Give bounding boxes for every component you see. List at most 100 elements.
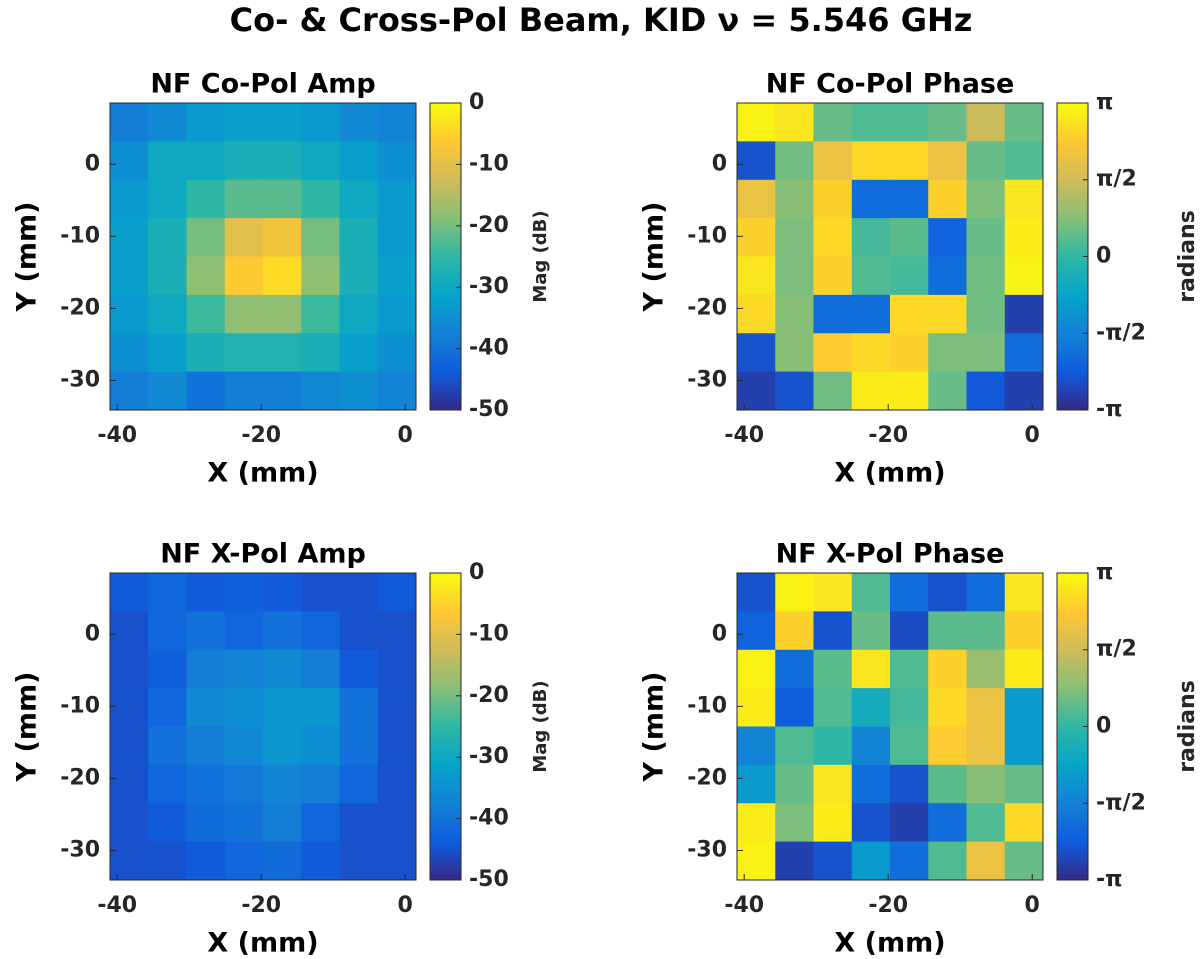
colorbar-swatch <box>1057 133 1088 140</box>
colorbar-swatch <box>1057 823 1088 830</box>
y-tick-label: 0 <box>712 621 727 646</box>
colorbar-swatch <box>1057 154 1088 160</box>
colorbar-swatch <box>430 241 461 247</box>
heatmap-cell <box>377 649 417 689</box>
heatmap-cell <box>928 803 967 843</box>
heatmap-cell <box>263 103 302 142</box>
heatmap-cell <box>148 141 187 181</box>
colorbar-swatch <box>430 828 461 835</box>
colorbar-swatch <box>1057 200 1088 206</box>
heatmap-cell <box>263 764 302 804</box>
heatmap-cell <box>377 764 417 804</box>
colorbar-swatch <box>1057 629 1088 635</box>
heatmap-cell <box>148 256 187 296</box>
colorbar-swatch <box>430 184 461 191</box>
heatmap-cell <box>851 179 891 219</box>
heatmap-cell <box>224 688 264 727</box>
heatmap-cell <box>339 218 379 257</box>
heatmap-cell <box>263 726 302 766</box>
colorbar-swatch <box>430 593 461 600</box>
y-tick-label: -30 <box>60 367 100 392</box>
colorbar-swatch <box>1057 256 1088 263</box>
colorbar-swatch <box>1057 149 1088 155</box>
colorbar-tick-label: 0 <box>1096 714 1111 739</box>
colorbar-swatch <box>1057 358 1088 365</box>
colorbar-swatch <box>430 711 461 717</box>
heatmap-cell <box>377 371 417 411</box>
colorbar-swatch <box>430 149 461 155</box>
heatmap-cell <box>813 611 853 651</box>
colorbar-swatch <box>1057 619 1088 625</box>
heatmap-cell <box>377 179 417 219</box>
heatmap-cell <box>737 688 776 727</box>
colorbar-swatch <box>1057 659 1088 666</box>
heatmap-cell <box>263 649 302 689</box>
colorbar-swatch <box>430 665 461 671</box>
colorbar-swatch <box>430 818 461 825</box>
heatmap-cell <box>110 371 149 411</box>
colorbar-box <box>429 572 462 881</box>
colorbar-tick-label: -40 <box>469 336 509 361</box>
colorbar-tick-label: π/2 <box>1096 637 1137 662</box>
colorbar-swatch <box>1057 746 1088 753</box>
heatmap-cell <box>301 294 340 334</box>
colorbar-swatch <box>1057 808 1088 814</box>
heatmap-cell <box>737 573 776 612</box>
colorbar-swatch <box>1057 859 1088 866</box>
colorbar-swatch <box>1057 634 1088 641</box>
heatmap-cell <box>263 688 302 727</box>
colorbar-swatch <box>1057 849 1088 855</box>
heatmap-cell <box>966 611 1006 651</box>
colorbar-swatch <box>430 333 461 339</box>
colorbar-swatch <box>430 777 461 784</box>
colorbar-swatch <box>430 108 461 114</box>
colorbar-swatch <box>430 854 461 861</box>
heatmap-cell <box>110 256 149 296</box>
colorbar-swatch <box>1057 271 1088 278</box>
colorbar-swatch <box>1057 711 1088 717</box>
x-axis-label: X (mm) <box>834 458 945 489</box>
colorbar-swatch <box>430 215 461 222</box>
y-tick-label: -30 <box>687 837 727 862</box>
colorbar-swatch <box>1057 833 1088 840</box>
heatmap-cell <box>1004 649 1044 689</box>
y-tick-label: -30 <box>60 837 100 862</box>
heatmap-cell <box>224 611 264 651</box>
heatmap-cell <box>775 294 814 334</box>
colorbar-swatch <box>1057 665 1088 671</box>
colorbar-swatch <box>430 619 461 625</box>
colorbar-swatch <box>1057 839 1088 845</box>
heatmap-cell <box>148 611 187 651</box>
heatmap-cell <box>851 688 891 727</box>
y-axis-label: Y (mm) <box>12 672 43 783</box>
colorbar-swatch <box>430 583 461 589</box>
heatmap-cell <box>263 333 302 373</box>
heatmap-cell <box>224 726 264 766</box>
figure-title: Co- & Cross-Pol Beam, KID ν = 5.546 GHz <box>230 1 973 39</box>
heatmap-cell <box>301 573 340 612</box>
x-tick-label: -40 <box>724 423 764 448</box>
heatmap-cell <box>110 218 149 257</box>
heatmap-cell <box>813 333 853 373</box>
colorbar-swatch <box>1057 670 1088 676</box>
colorbar-swatch <box>1057 762 1088 768</box>
heatmap-cell <box>148 649 187 689</box>
colorbar-swatch <box>1057 603 1088 610</box>
colorbar-swatch <box>430 787 461 794</box>
colorbar-swatch <box>430 113 461 119</box>
heatmap-cell <box>110 179 149 219</box>
heatmap-cell <box>224 371 264 411</box>
heatmap-cell <box>813 726 853 766</box>
x-tick-label: -20 <box>241 423 281 448</box>
heatmap-cell <box>966 573 1006 612</box>
heatmap-cell <box>263 294 302 334</box>
heatmap-cell <box>928 141 967 181</box>
heatmap-cell <box>186 688 226 727</box>
y-tick-label: -10 <box>60 223 100 248</box>
heatmap-cell <box>186 141 226 181</box>
colorbar-swatch <box>430 598 461 605</box>
heatmap-cell <box>851 649 891 689</box>
colorbar-swatch <box>430 138 461 145</box>
heatmap-cell <box>224 764 264 804</box>
heatmap-cell <box>928 371 967 411</box>
